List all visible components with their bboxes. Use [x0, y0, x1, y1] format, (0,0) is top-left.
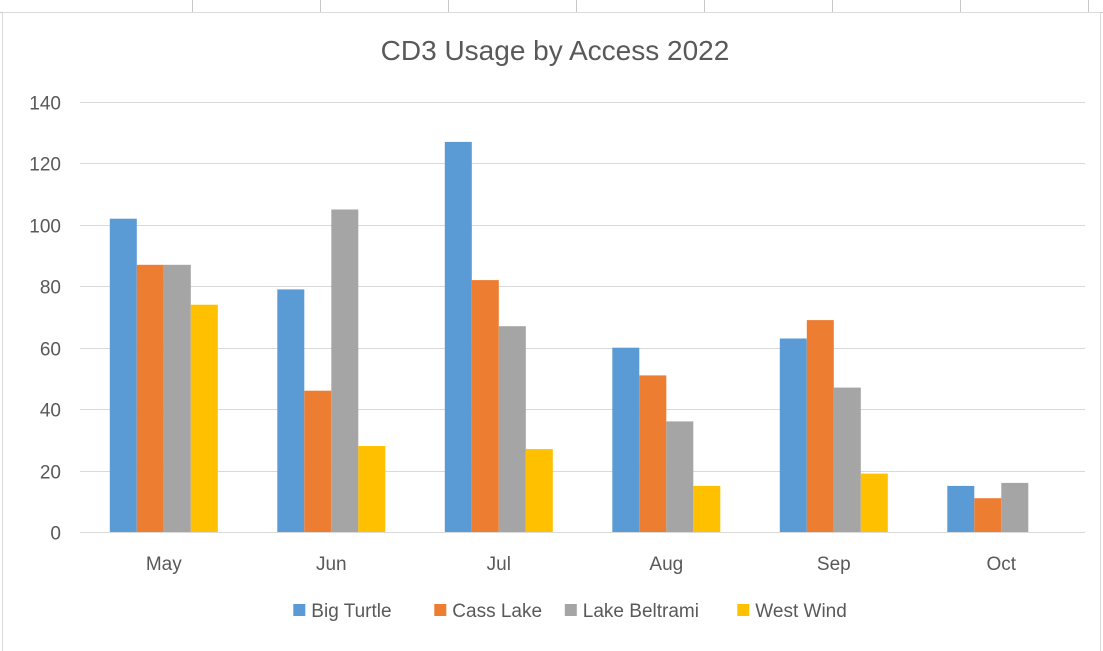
- bar-west-wind-jun: [358, 446, 386, 532]
- legend-label: Cass Lake: [452, 601, 542, 622]
- x-axis-tick-labels: May Jun Jul Aug Sep Oct: [146, 554, 1017, 575]
- chart-title: CD3 Usage by Access 2022: [381, 35, 730, 66]
- bar-cass-lake-aug: [639, 375, 667, 532]
- y-tick-label: 40: [40, 401, 61, 422]
- bar-cass-lake-sep: [806, 320, 834, 532]
- bar-lake-beltrami-may: [163, 264, 191, 532]
- y-tick-label: 140: [29, 94, 61, 115]
- y-tick-label: 20: [40, 463, 61, 484]
- bar-west-wind-may: [190, 304, 218, 532]
- bar-big-turtle-jun: [277, 289, 305, 532]
- bar-cass-lake-may: [136, 264, 164, 532]
- bar-big-turtle-may: [109, 218, 137, 532]
- bar-lake-beltrami-sep: [833, 387, 861, 532]
- y-tick-label: 100: [29, 217, 61, 238]
- cell-gridlines: [0, 0, 1103, 13]
- legend-label: West Wind: [755, 601, 847, 622]
- bar-big-turtle-sep: [779, 338, 807, 532]
- bars: [109, 141, 1029, 532]
- legend-swatch: [434, 604, 447, 616]
- x-tick-label: Sep: [817, 554, 851, 575]
- y-axis-tick-labels: 0 20 40 60 80 100 120 140: [29, 94, 61, 545]
- x-tick-label: Aug: [649, 554, 683, 575]
- y-tick-label: 60: [40, 340, 61, 361]
- bar-cass-lake-oct: [974, 498, 1002, 532]
- legend-swatch: [293, 604, 306, 616]
- y-tick-label: 120: [29, 155, 61, 176]
- bar-lake-beltrami-jun: [331, 209, 359, 532]
- legend-label: Big Turtle: [311, 601, 391, 622]
- x-tick-label: Jun: [316, 554, 347, 575]
- x-tick-label: Oct: [987, 554, 1017, 575]
- bar-lake-beltrami-aug: [666, 421, 694, 532]
- x-tick-label: May: [146, 554, 182, 575]
- bar-cass-lake-jul: [471, 280, 499, 532]
- legend-label: Lake Beltrami: [583, 601, 699, 622]
- bar-big-turtle-jul: [444, 141, 472, 532]
- bar-west-wind-jul: [525, 449, 553, 532]
- y-tick-label: 80: [40, 278, 61, 299]
- legend-swatch: [564, 604, 577, 616]
- legend-swatch: [737, 604, 750, 616]
- legend: Big Turtle Cass Lake Lake Beltrami West Win…: [293, 601, 847, 622]
- bar-cass-lake-jun: [304, 390, 332, 532]
- y-tick-label: 0: [50, 524, 61, 545]
- bar-big-turtle-oct: [947, 485, 975, 532]
- bar-big-turtle-aug: [612, 347, 640, 532]
- bar-west-wind-aug: [693, 485, 721, 532]
- gridlines: [80, 102, 1085, 533]
- bar-lake-beltrami-oct: [1001, 482, 1029, 532]
- bar-lake-beltrami-jul: [498, 326, 526, 532]
- bar-west-wind-sep: [860, 473, 888, 532]
- x-tick-label: Jul: [487, 554, 511, 575]
